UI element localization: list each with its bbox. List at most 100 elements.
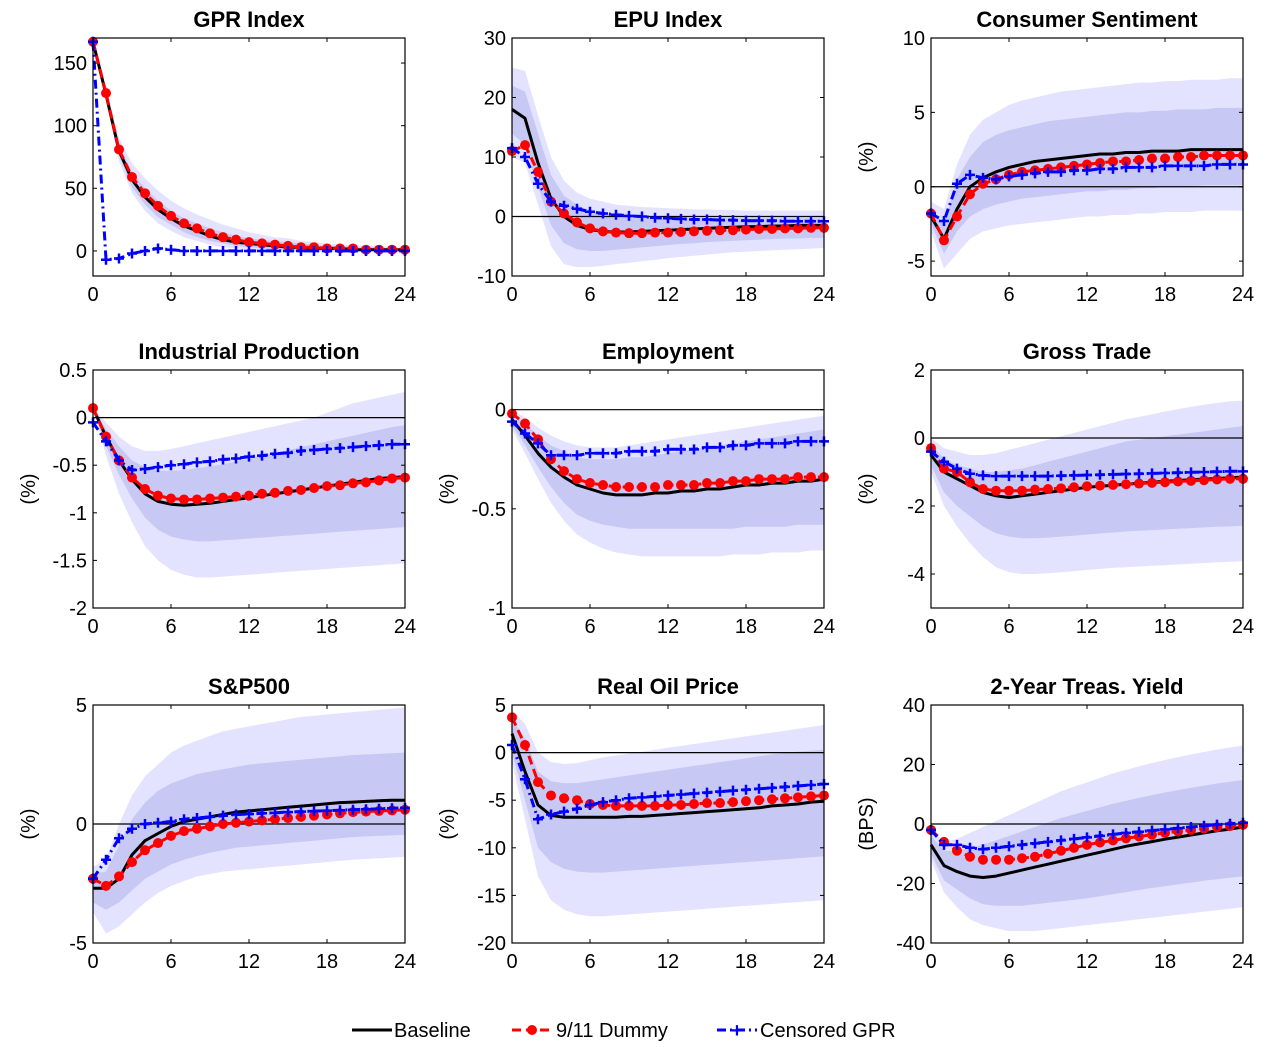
xtick-label: 18: [735, 616, 757, 638]
point-dummy: [244, 816, 254, 827]
ytick-label: 150: [54, 53, 87, 75]
point-dummy: [637, 800, 647, 811]
point-censored: [780, 216, 790, 227]
point-dummy: [1108, 835, 1118, 846]
point-censored: [689, 788, 699, 799]
y-axis-label: (BPS): [856, 797, 878, 850]
point-dummy: [244, 237, 254, 248]
point-censored: [244, 809, 254, 820]
point-censored: [533, 438, 543, 449]
point-dummy: [140, 484, 150, 494]
point-censored: [296, 445, 306, 456]
point-censored: [1134, 468, 1144, 479]
point-censored: [244, 245, 254, 256]
point-dummy: [1199, 150, 1209, 161]
point-censored: [257, 808, 267, 819]
point-dummy: [520, 418, 530, 429]
xtick-label: 0: [87, 616, 98, 638]
point-dummy: [257, 238, 267, 249]
point-censored: [1160, 468, 1170, 479]
point-censored: [283, 807, 293, 818]
point-censored: [335, 443, 345, 454]
point-censored: [702, 214, 712, 225]
point-censored: [689, 214, 699, 225]
point-dummy: [952, 211, 962, 222]
point-censored: [205, 245, 215, 256]
point-dummy: [624, 800, 634, 811]
point-dummy: [767, 223, 777, 234]
point-dummy: [754, 795, 764, 806]
point-censored: [1147, 468, 1157, 479]
point-dummy: [533, 777, 543, 788]
ytick-label: 0: [76, 241, 87, 263]
point-dummy: [702, 225, 712, 236]
y-axis-label: (%): [437, 808, 459, 839]
point-censored: [1056, 835, 1066, 846]
point-dummy: [257, 815, 267, 826]
point-dummy: [715, 798, 725, 809]
xtick-label: 12: [657, 616, 679, 638]
point-dummy: [166, 210, 176, 221]
point-censored: [676, 213, 686, 224]
xtick-label: 0: [506, 284, 517, 306]
panel-title: Gross Trade: [1023, 339, 1151, 364]
xtick-label: 12: [657, 284, 679, 306]
point-censored: [335, 805, 345, 816]
point-censored: [1082, 832, 1092, 843]
point-censored: [1121, 469, 1131, 480]
point-censored: [702, 442, 712, 453]
point-censored: [192, 813, 202, 824]
point-dummy: [127, 472, 137, 483]
ytick-label: 20: [484, 88, 506, 110]
point-dummy: [270, 487, 280, 498]
xtick-label: 18: [735, 284, 757, 306]
panel-7: 0 6 12 18 24 -20 -15 -10 -5 0 5 Real Oil Price (%): [437, 674, 835, 973]
point-censored: [637, 792, 647, 803]
point-censored: [767, 215, 777, 226]
point-censored: [1030, 471, 1040, 482]
xtick-label: 24: [394, 951, 416, 973]
legend: Baseline 9/11 Dummy + Censored GPR: [352, 1020, 896, 1042]
point-censored: [192, 457, 202, 468]
point-dummy: [1160, 477, 1170, 488]
point-dummy: [793, 223, 803, 234]
ytick-label: 0: [495, 400, 506, 422]
point-censored: [978, 172, 988, 183]
xtick-label: 0: [925, 284, 936, 306]
point-censored: [257, 245, 267, 256]
point-dummy: [611, 482, 621, 493]
point-dummy: [192, 494, 202, 505]
point-dummy: [689, 799, 699, 810]
xtick-label: 24: [1232, 951, 1254, 973]
point-censored: [793, 436, 803, 447]
point-censored: [1017, 839, 1027, 850]
point-censored: [559, 450, 569, 461]
point-censored: [650, 791, 660, 802]
point-dummy: [663, 227, 673, 238]
point-dummy: [806, 222, 816, 233]
point-dummy: [1082, 159, 1092, 170]
point-dummy: [179, 826, 189, 837]
xtick-label: 0: [87, 284, 98, 306]
point-dummy: [978, 484, 988, 494]
point-dummy: [624, 482, 634, 493]
point-censored: [335, 245, 345, 256]
point-dummy: [205, 228, 215, 239]
panel-3: 0 6 12 18 24 -2 -1.5 -1 -0.5 0 0.5 Industrial Produ…: [18, 339, 416, 638]
point-censored: [387, 803, 397, 814]
point-dummy: [572, 217, 582, 228]
point-dummy: [585, 223, 595, 234]
point-censored: [806, 436, 816, 447]
point-dummy: [1147, 477, 1157, 488]
xtick-label: 18: [316, 616, 338, 638]
point-censored: [1043, 836, 1053, 847]
point-censored: [101, 854, 111, 865]
point-dummy: [611, 227, 621, 238]
point-censored: [676, 789, 686, 800]
panel-0: 0 6 12 18 24 0 50 100 150 GPR Index: [54, 7, 417, 306]
point-censored: [754, 438, 764, 449]
point-dummy: [611, 800, 621, 811]
point-dummy: [991, 854, 1001, 865]
